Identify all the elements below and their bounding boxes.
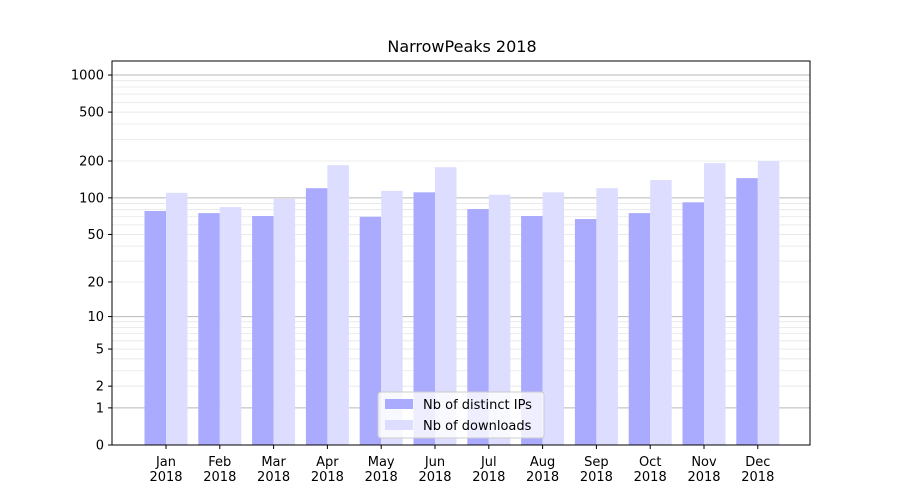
bar-ips: [521, 215, 543, 445]
x-tick-label: Feb 2018: [203, 455, 236, 485]
x-tick-label: Aug 2018: [526, 455, 559, 485]
x-tick-label: Sep 2018: [580, 455, 613, 485]
x-tick-label: Jun 2018: [418, 455, 451, 485]
bar-ips: [682, 202, 704, 445]
bar-downloads: [596, 188, 618, 445]
x-tick-label: Jan 2018: [149, 455, 182, 485]
bar-downloads: [757, 161, 780, 445]
bar-downloads: [381, 190, 403, 445]
bar-ips: [198, 213, 220, 445]
legend: Nb of distinct IPs Nb of downloads: [377, 391, 545, 439]
y-tick-label: 50: [87, 228, 104, 243]
x-tick-label: Jul 2018: [472, 455, 505, 485]
y-tick-label: 0: [96, 439, 104, 454]
y-tick-label: 10: [87, 310, 104, 325]
y-tick-label: 2: [96, 380, 104, 395]
legend-swatch: [385, 420, 413, 430]
plot-frame: [111, 60, 811, 446]
bar-downloads: [219, 207, 242, 445]
bar-ips: [736, 178, 758, 446]
x-tick-label: Nov 2018: [687, 455, 720, 485]
bar-ips: [305, 188, 328, 445]
bar-ips: [359, 216, 382, 445]
bar-downloads: [488, 194, 511, 445]
bar-ips: [252, 215, 274, 445]
legend-swatch: [385, 399, 413, 409]
bar-downloads: [542, 192, 565, 445]
bars-layer: [144, 161, 780, 446]
y-tick-label: 20: [87, 275, 104, 290]
bar-downloads: [273, 198, 296, 445]
bar-downloads: [435, 167, 457, 446]
bar-downloads: [704, 163, 726, 446]
bar-downloads: [327, 165, 349, 445]
x-tick-label: May 2018: [365, 455, 398, 485]
bar-downloads: [650, 179, 672, 445]
y-tick-label: 5: [96, 343, 104, 358]
bar-downloads: [166, 192, 188, 445]
y-tick-label: 1: [96, 401, 104, 416]
y-tick-label: 200: [79, 155, 104, 170]
bar-ips: [467, 209, 489, 445]
legend-label: Nb of downloads: [423, 419, 532, 434]
x-tick-label: Oct 2018: [634, 455, 667, 485]
y-tick-label: 100: [79, 191, 104, 206]
bar-ips: [574, 219, 597, 445]
legend-box: [377, 391, 545, 439]
bar-ips: [413, 192, 435, 445]
bar-ips: [628, 213, 651, 445]
x-tick-label: Apr 2018: [311, 455, 344, 485]
legend-label: Nb of distinct IPs: [423, 398, 532, 413]
x-tick-label: Mar 2018: [257, 455, 290, 485]
y-tick-label: 1000: [71, 69, 104, 84]
chart-title: NarrowPeaks 2018: [387, 37, 536, 56]
axes-layer: Jan 2018 Feb 2018 Mar 2018 Apr 2018 May 2018 Jun 20…: [71, 60, 811, 485]
bar-ips: [144, 211, 166, 445]
y-tick-label: 500: [79, 106, 104, 121]
x-tick-label: Dec 2018: [741, 455, 774, 485]
